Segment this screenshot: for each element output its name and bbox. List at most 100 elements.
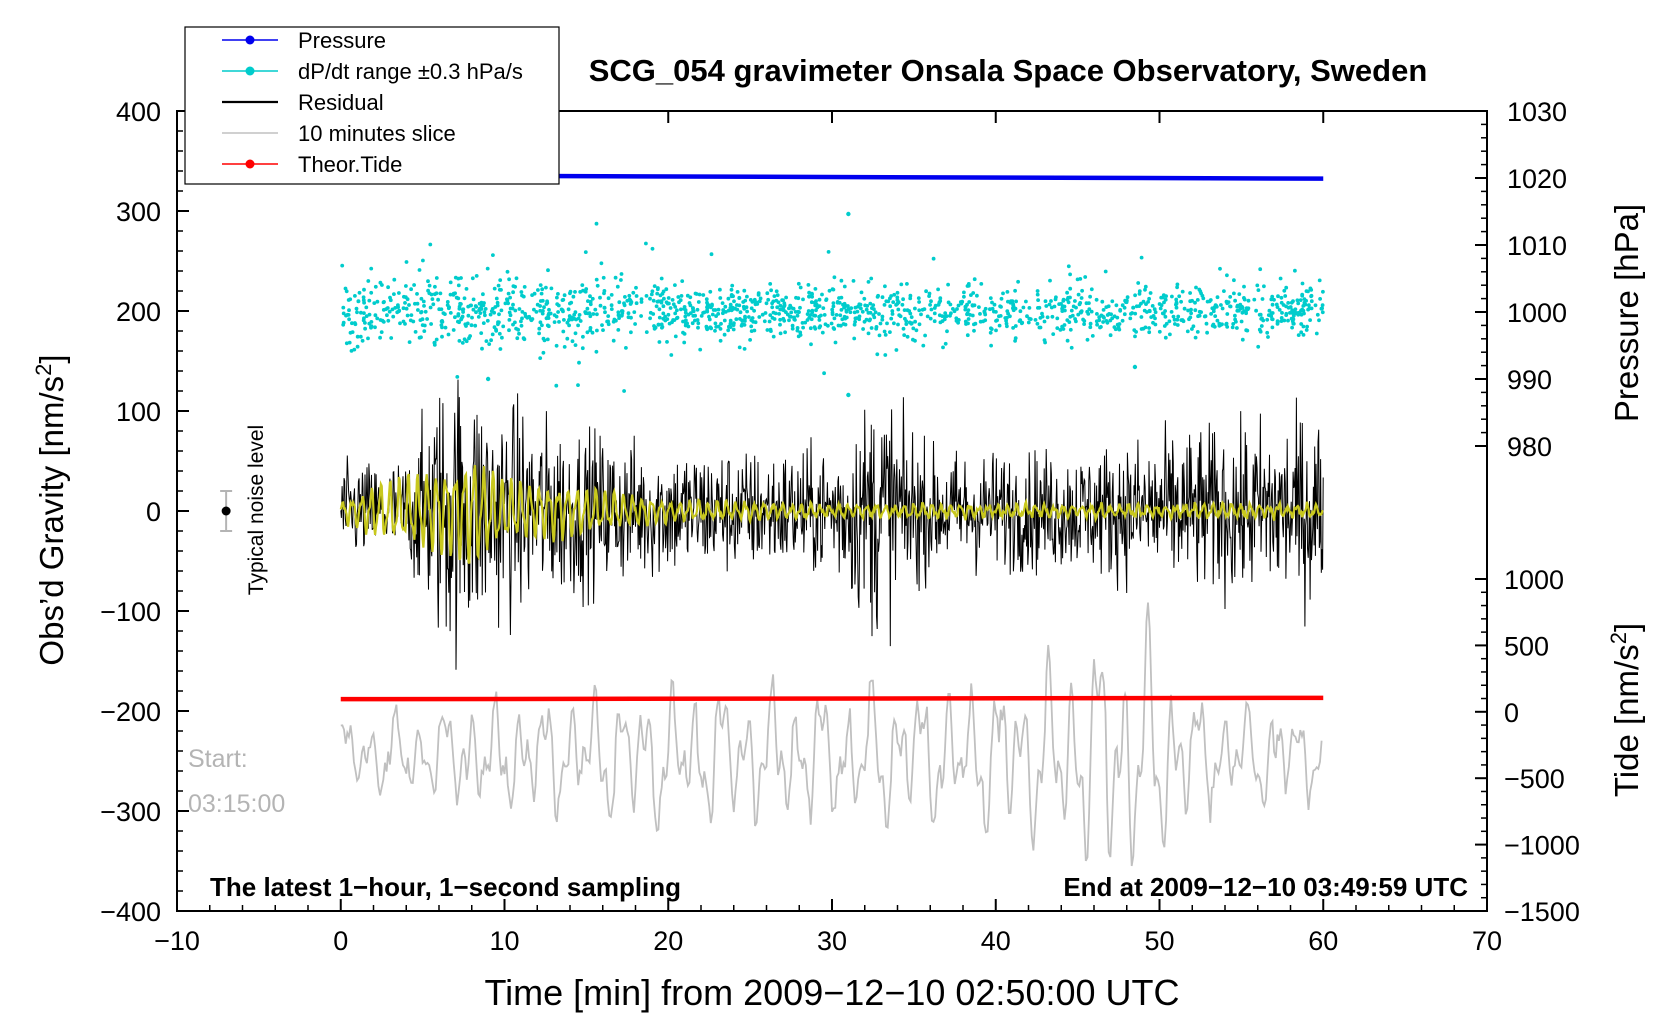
dpdt-point [649,292,654,297]
dpdt-point [681,319,685,324]
x-tick-label: 40 [981,926,1011,956]
dpdt-point [1284,285,1289,290]
dpdt-point [702,310,707,315]
dpdt-point [745,309,749,314]
dpdt-point [958,300,963,304]
dpdt-point [757,315,762,319]
dpdt-point [648,310,653,315]
dpdt-point [555,295,559,300]
dpdt-point [556,310,560,314]
dpdt-point [577,313,582,317]
dpdt-point [580,346,585,351]
dpdt-point [387,309,392,314]
dpdt-point [1254,308,1258,313]
dpdt-point [999,305,1003,309]
dpdt-point [520,310,525,314]
dpdt-point [931,256,936,261]
dpdt-point [466,313,471,318]
dpdt-point [911,326,916,331]
dpdt-point [498,347,503,351]
dpdt-point [1134,330,1138,334]
dpdt-point [765,328,770,332]
dpdt-point [468,334,472,338]
dpdt-point [651,298,656,303]
dpdt-point [807,294,811,299]
dpdt-point [1169,310,1174,314]
dpdt-point [496,320,500,324]
dpdt-point [894,348,899,352]
dpdt-point [1218,266,1222,271]
dpdt-point [392,277,397,282]
dpdt-point [928,303,932,307]
dpdt-point [570,339,575,344]
dpdt-point [405,313,410,318]
dpdt-point [1301,324,1306,329]
dpdt-point [367,298,372,303]
dpdt-point [810,310,815,315]
noise-marker [220,490,233,532]
dpdt-point [1074,305,1078,310]
dpdt-point [768,313,773,317]
x-tick-label: 20 [653,926,683,956]
dpdt-point [438,291,443,296]
x-tick-label: 70 [1472,926,1502,956]
dpdt-point [853,319,857,324]
dpdt-point [1318,297,1322,301]
chart-title: SCG_054 gravimeter Onsala Space Observat… [589,53,1428,88]
dpdt-point [503,301,508,306]
dpdt-point [735,307,740,312]
dpdt-point [639,297,644,302]
dpdt-point [794,295,798,300]
dpdt-point [448,311,453,315]
dpdt-point [989,326,993,331]
dpdt-point [734,317,739,322]
dpdt-point [464,339,469,344]
dpdt-point [586,299,590,303]
dpdt-point [1300,281,1305,286]
dpdt-point [1143,287,1147,292]
dpdt-point [1196,314,1200,319]
dpdt-point [1195,330,1200,334]
dpdt-point [609,307,614,311]
dpdt-point [1076,312,1081,317]
dpdt-point [492,325,497,330]
dpdt-point [362,311,366,315]
dpdt-point [1194,285,1198,290]
dpdt-point [347,308,351,313]
dpdt-point [1088,325,1093,330]
dpdt-point [1011,303,1016,308]
dpdt-point [413,330,418,334]
dpdt-point [962,290,966,295]
dpdt-point [682,332,687,336]
dpdt-point [384,307,388,311]
dpdt-point [667,321,672,326]
dpdt-point [356,299,361,303]
dpdt-point [552,320,557,324]
dpdt-point [852,336,857,341]
dpdt-point [956,303,961,308]
dpdt-point [381,320,386,324]
dpdt-point [855,309,860,314]
dpdt-point [525,315,530,320]
dpdt-point [938,296,943,301]
noise-point [221,506,231,516]
dpdt-point [928,316,933,321]
dpdt-point [1005,324,1009,329]
tide-tick-label: 0 [1504,698,1519,728]
dpdt-point [1259,324,1264,328]
dpdt-point [705,309,710,314]
dpdt-point [567,314,572,318]
dpdt-point [729,287,734,292]
dpdt-point [419,310,424,314]
dpdt-point [1296,333,1301,337]
dpdt-point [1139,327,1144,331]
dpdt-point [519,319,523,324]
dpdt-point [978,319,983,324]
dpdt-point [593,307,598,312]
dpdt-point [530,293,534,297]
dpdt-point [673,334,678,339]
dpdt-point [936,287,940,292]
dpdt-point [710,312,715,317]
dpdt-point [1279,319,1284,323]
dpdt-point [423,309,428,314]
